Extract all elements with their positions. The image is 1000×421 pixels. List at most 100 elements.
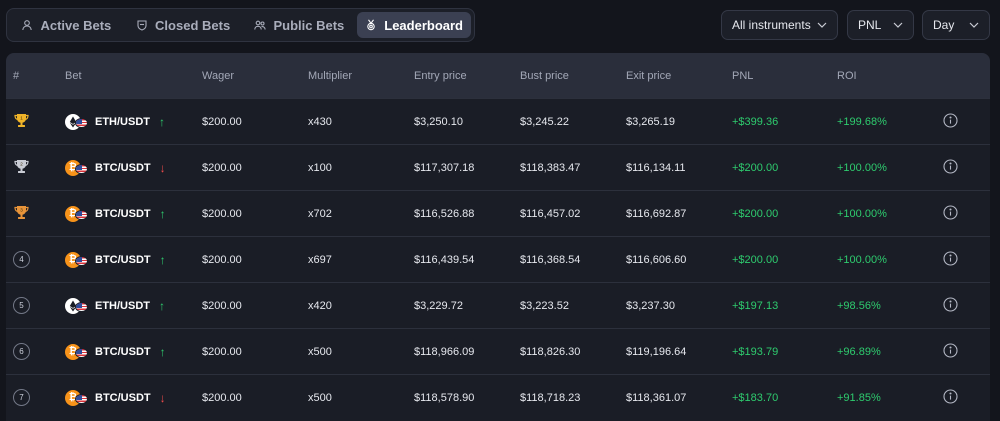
- entry-price-cell: $116,439.54: [414, 253, 475, 266]
- header-entry-price: Entry price: [414, 69, 467, 82]
- bet-cell: ₿ BTC/USDT ↓: [65, 159, 166, 176]
- instrument-filter-dropdown[interactable]: All instruments: [721, 10, 838, 40]
- info-button[interactable]: [943, 112, 958, 131]
- us-flag-icon: [75, 393, 88, 404]
- table-row[interactable]: 5 ETH/USDT ↑ $200.00 x420 $3,229.72 $3,2…: [6, 282, 990, 328]
- tab-active-bets-label: Active Bets: [40, 17, 112, 33]
- info-icon: [943, 158, 958, 174]
- bust-price-cell: $3,245.22: [520, 115, 569, 128]
- wager-cell: $200.00: [202, 161, 242, 174]
- tab-closed-bets-label: Closed Bets: [155, 17, 231, 33]
- pnl-cell: +$200.00: [732, 207, 779, 220]
- users-icon: [254, 20, 267, 30]
- roi-cell: +91.85%: [837, 391, 881, 404]
- rank-number: 2: [20, 161, 23, 166]
- table-row[interactable]: 6 ₿ BTC/USDT ↑ $200.00 x500 $118,966.09 …: [6, 328, 990, 374]
- info-button[interactable]: [943, 158, 958, 177]
- info-button[interactable]: [943, 296, 958, 315]
- info-icon: [943, 296, 958, 312]
- pair-label: BTC/USDT: [95, 161, 151, 174]
- table-row[interactable]: 1 ETH/USDT ↑ $200.00 x430 $3,250.10 $3,2…: [6, 98, 990, 144]
- rank-cell: 5: [13, 297, 30, 314]
- info-button[interactable]: [943, 342, 958, 361]
- exit-price-cell: $118,361.07: [626, 391, 687, 404]
- us-flag-icon: [75, 255, 88, 266]
- table-body: 1 ETH/USDT ↑ $200.00 x430 $3,250.10 $3,2…: [6, 98, 990, 420]
- tab-closed-bets[interactable]: Closed Bets: [125, 12, 242, 38]
- period-filter-dropdown[interactable]: Day: [922, 10, 990, 40]
- rank-cell: 4: [13, 251, 30, 268]
- coin-pair-icon: ₿: [65, 389, 89, 406]
- info-button[interactable]: [943, 204, 958, 223]
- multiplier-cell: x500: [308, 391, 332, 404]
- entry-price-cell: $3,229.72: [414, 299, 463, 312]
- silver-trophy-icon: 2: [14, 159, 29, 173]
- us-flag-icon: [75, 347, 88, 358]
- bust-price-cell: $118,826.30: [520, 345, 581, 358]
- arrow-down-icon: ↓: [159, 390, 166, 405]
- rank-cell: 3: [13, 204, 30, 224]
- coin-pair-icon: [65, 113, 89, 130]
- header-exit-price: Exit price: [626, 69, 672, 82]
- pair-label: ETH/USDT: [95, 115, 150, 128]
- multiplier-cell: x702: [308, 207, 332, 220]
- pair-label: BTC/USDT: [95, 345, 151, 358]
- arrow-up-icon: ↑: [159, 206, 166, 221]
- exit-price-cell: $3,237.30: [626, 299, 675, 312]
- bet-cell: ₿ BTC/USDT ↑: [65, 251, 166, 268]
- bust-price-cell: $118,718.23: [520, 391, 581, 404]
- table-row[interactable]: 2 ₿ BTC/USDT ↓ $200.00 x100 $117,307.18 …: [6, 144, 990, 190]
- exit-price-cell: $3,265.19: [626, 115, 675, 128]
- wager-cell: $200.00: [202, 253, 242, 266]
- header-wager: Wager: [202, 69, 234, 82]
- rank-cell: 1: [13, 112, 30, 132]
- wager-cell: $200.00: [202, 345, 242, 358]
- arrow-up-icon: ↑: [159, 344, 166, 359]
- info-icon: [943, 342, 958, 358]
- pair-label: BTC/USDT: [95, 391, 151, 404]
- table-row[interactable]: 4 ₿ BTC/USDT ↑ $200.00 x697 $116,439.54 …: [6, 236, 990, 282]
- exit-price-cell: $116,606.60: [626, 253, 687, 266]
- info-button[interactable]: [943, 250, 958, 269]
- multiplier-cell: x697: [308, 253, 332, 266]
- header-multiplier: Multiplier: [308, 69, 353, 82]
- user-icon: [22, 20, 33, 31]
- coin-pair-icon: ₿: [65, 205, 89, 222]
- tab-active-bets[interactable]: Active Bets: [10, 12, 123, 38]
- rank-number: 5: [19, 301, 24, 310]
- pair-label: BTC/USDT: [95, 207, 151, 220]
- info-icon: [943, 204, 958, 220]
- wager-cell: $200.00: [202, 115, 242, 128]
- roi-cell: +98.56%: [837, 299, 881, 312]
- exit-price-cell: $116,134.11: [626, 161, 686, 174]
- tab-leaderboard-label: Leaderboard: [384, 17, 463, 33]
- pnl-cell: +$193.79: [732, 345, 779, 358]
- rank-cell: 7: [13, 389, 30, 406]
- tab-leaderboard[interactable]: Leaderboard: [357, 12, 471, 38]
- chevron-down-icon: [969, 22, 979, 28]
- info-icon: [943, 112, 958, 128]
- period-filter-value: Day: [933, 18, 955, 32]
- wager-cell: $200.00: [202, 299, 242, 312]
- bust-price-cell: $116,368.54: [520, 253, 581, 266]
- wager-cell: $200.00: [202, 391, 242, 404]
- pnl-cell: +$200.00: [732, 161, 779, 174]
- rank-badge: 7: [13, 389, 30, 406]
- tab-public-bets[interactable]: Public Bets: [243, 12, 355, 38]
- entry-price-cell: $3,250.10: [414, 115, 463, 128]
- bet-cell: ₿ BTC/USDT ↑: [65, 205, 166, 222]
- table-row[interactable]: 3 ₿ BTC/USDT ↑ $200.00 x702 $116,526.88 …: [6, 190, 990, 236]
- metric-filter-dropdown[interactable]: PNL: [847, 10, 914, 40]
- exit-price-cell: $119,196.64: [626, 345, 687, 358]
- header-rank: #: [13, 69, 20, 82]
- chevron-down-icon: [893, 22, 903, 28]
- table-row[interactable]: 7 ₿ BTC/USDT ↓ $200.00 x500 $118,578.90 …: [6, 374, 990, 420]
- rank-number: 1: [20, 115, 23, 120]
- roi-cell: +100.00%: [837, 207, 887, 220]
- arrow-up-icon: ↑: [159, 252, 166, 267]
- rank-number: 4: [19, 255, 24, 264]
- bets-tab-bar: Active Bets Closed Bets Public Bets Lead…: [6, 8, 475, 42]
- entry-price-cell: $116,526.88: [414, 207, 475, 220]
- info-button[interactable]: [943, 388, 958, 407]
- pnl-cell: +$200.00: [732, 253, 779, 266]
